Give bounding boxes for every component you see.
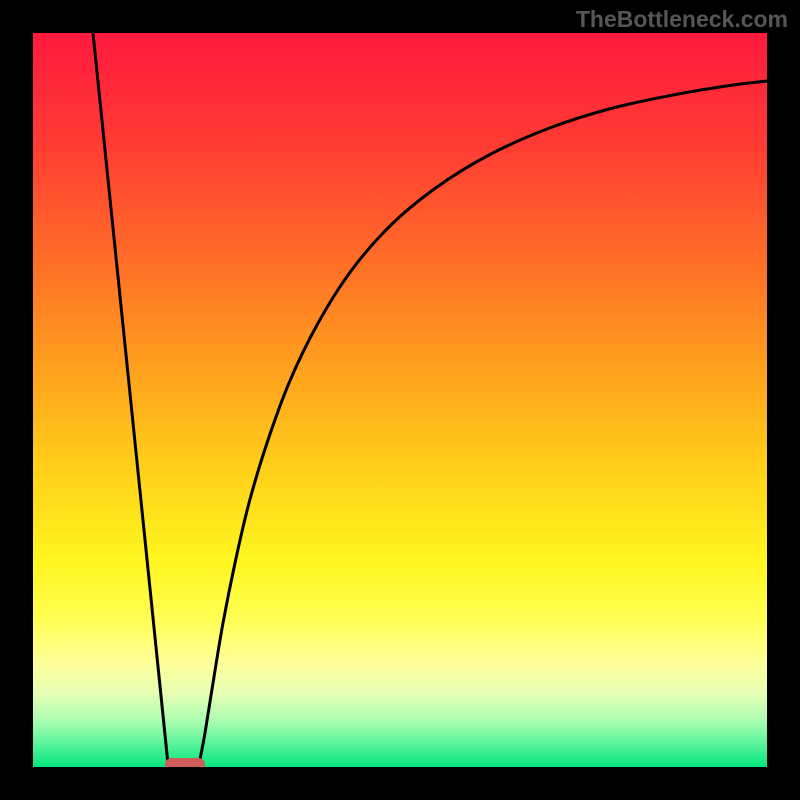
curve-path: [93, 33, 767, 764]
watermark-text: TheBottleneck.com: [576, 6, 788, 33]
plot-area: [33, 33, 767, 767]
bottleneck-curve: [33, 33, 767, 767]
optimal-marker: [165, 758, 205, 767]
